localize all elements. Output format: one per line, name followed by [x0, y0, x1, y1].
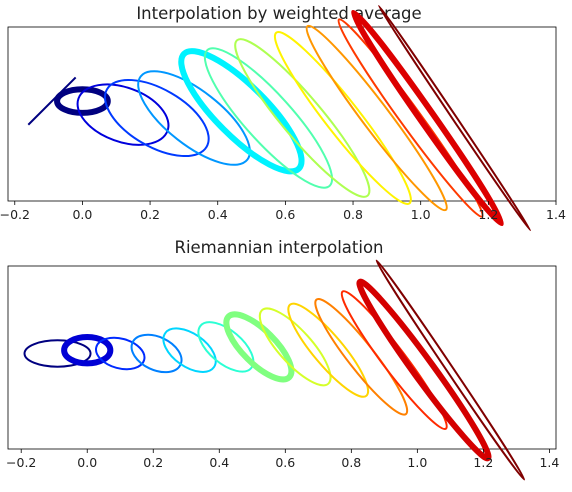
ellipse-1-7: [258, 307, 332, 387]
ellipse-0-7: [273, 31, 412, 205]
bottom-plot-area: [23, 259, 526, 481]
x-tick-label-1-5: 0.8: [341, 455, 361, 470]
ellipse-0-10: [350, 9, 505, 227]
ellipse-1-12: [375, 259, 526, 481]
x-tick-label-0-0: −0.2: [0, 207, 30, 222]
top-axes-frame: [7, 26, 557, 202]
ellipse-0-2: [104, 78, 210, 158]
top-title: Interpolation by weighted average: [136, 4, 421, 23]
bottom-x-axis: −0.2 0.0 0.2 0.4 0.6 0.8 1.0 1.2 1.4: [6, 449, 559, 470]
x-tick-label-1-3: 0.4: [209, 455, 229, 470]
ellipse-1-6: [223, 311, 295, 383]
ellipse-1-5: [197, 321, 255, 373]
x-tick-label-0-2: 0.2: [140, 207, 160, 222]
bottom-title: Riemannian interpolation: [174, 238, 383, 257]
ellipse-1-1: [61, 333, 114, 367]
ellipse-0-3: [137, 70, 251, 166]
x-tick-label-1-6: 1.0: [407, 455, 427, 470]
x-tick-label-0-4: 0.6: [275, 207, 295, 222]
ellipse-0-6: [234, 38, 371, 198]
ellipse-1-10: [340, 290, 448, 430]
ellipse-0-0: [54, 86, 111, 116]
segment-0: [27, 76, 77, 126]
ellipse-0-11: [377, 4, 532, 232]
x-tick-label-1-8: 1.4: [539, 455, 559, 470]
ellipse-1-0: [23, 339, 92, 368]
x-tick-label-1-4: 0.6: [275, 455, 295, 470]
ellipse-0-4: [178, 48, 305, 175]
top-x-axis: −0.2 0.0 0.2 0.4 0.6 0.8 1.0 1.2 1.4: [0, 201, 566, 222]
top-plot-area: [27, 4, 532, 232]
ellipse-1-8: [287, 302, 370, 398]
x-tick-label-1-7: 1.2: [473, 455, 493, 470]
ellipse-0-9: [337, 18, 484, 218]
panel-top: Interpolation by weighted average −0.2 0.…: [0, 4, 566, 232]
ellipse-0-5: [203, 47, 334, 189]
ellipse-1-2: [95, 336, 146, 371]
ellipse-0-8: [305, 24, 448, 212]
panel-bottom: Riemannian interpolation −0.2 0.0 0.2 0.4 0.…: [6, 238, 559, 481]
x-tick-label-0-6: 1.0: [411, 207, 431, 222]
x-tick-label-1-0: −0.2: [6, 455, 36, 470]
x-tick-label-0-7: 1.2: [478, 207, 498, 222]
x-tick-label-1-1: 0.0: [77, 455, 97, 470]
x-tick-label-0-8: 1.4: [546, 207, 566, 222]
x-tick-label-1-2: 0.2: [143, 455, 163, 470]
ellipse-1-3: [130, 333, 183, 374]
x-tick-label-0-1: 0.0: [72, 207, 92, 222]
x-tick-label-0-3: 0.4: [208, 207, 228, 222]
bottom-axes-frame: [7, 265, 557, 450]
x-tick-label-0-5: 0.8: [343, 207, 363, 222]
ellipse-1-11: [356, 278, 492, 462]
